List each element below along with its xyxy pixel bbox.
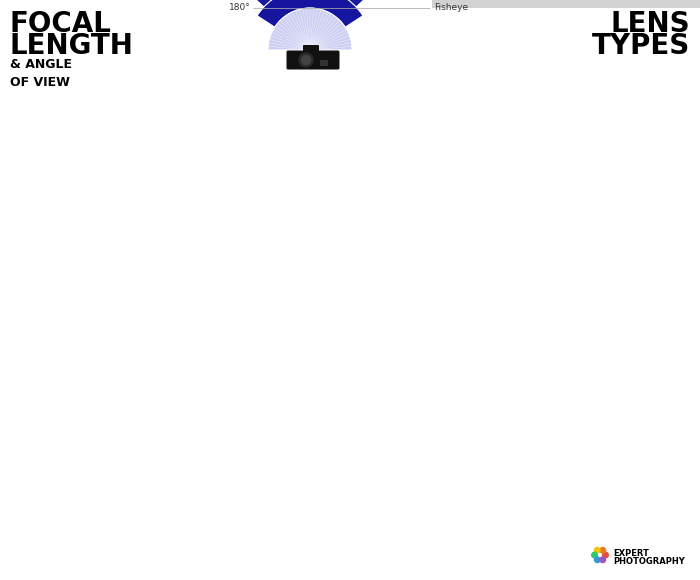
Circle shape [299, 53, 313, 67]
Text: LENS: LENS [610, 10, 690, 38]
Wedge shape [268, 8, 352, 50]
Text: LENGTH: LENGTH [10, 32, 134, 60]
Circle shape [592, 552, 597, 558]
Circle shape [594, 548, 600, 553]
Text: EXPERT: EXPERT [613, 549, 649, 558]
Bar [432, 0, 700, 8]
Text: PHOTOGRAPHY: PHOTOGRAPHY [613, 557, 685, 566]
Circle shape [600, 557, 606, 563]
Circle shape [603, 552, 608, 558]
Circle shape [302, 56, 311, 64]
Text: TYPES: TYPES [592, 32, 690, 60]
Bar [320, 60, 328, 66]
Wedge shape [257, 0, 363, 27]
Circle shape [594, 557, 600, 563]
FancyBboxPatch shape [303, 45, 319, 55]
Text: & ANGLE
OF VIEW: & ANGLE OF VIEW [10, 58, 72, 89]
Circle shape [600, 548, 606, 553]
Wedge shape [251, 0, 369, 7]
Text: 180°: 180° [230, 3, 251, 13]
Text: FOCAL: FOCAL [10, 10, 112, 38]
Text: Fisheye: Fisheye [434, 3, 468, 13]
FancyBboxPatch shape [286, 50, 339, 70]
